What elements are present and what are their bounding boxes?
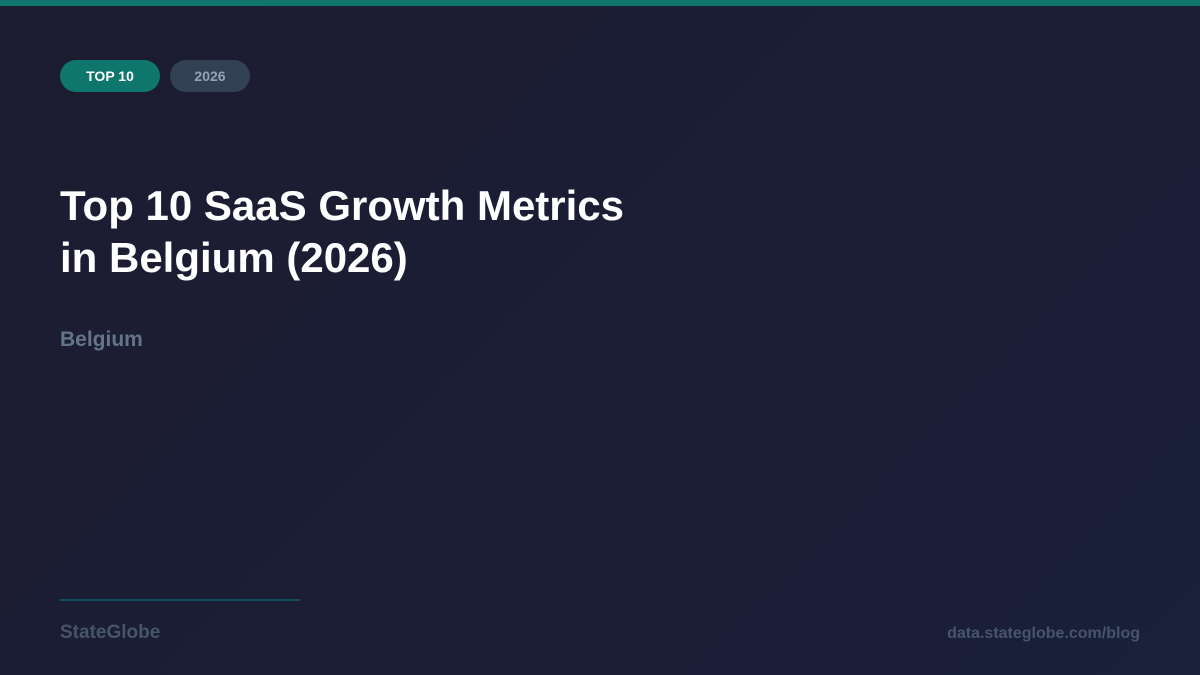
brand-name: StateGlobe — [60, 622, 161, 643]
accent-bar — [0, 0, 1200, 6]
title-line-1: Top 10 SaaS Growth Metrics — [60, 182, 625, 229]
top10-badge: TOP 10 — [60, 60, 160, 92]
page-title: Top 10 SaaS Growth Metrics in Belgium (2… — [60, 180, 760, 284]
site-url: data.stateglobe.com/blog — [947, 625, 1140, 642]
title-line-2: in Belgium (2026) — [60, 234, 408, 281]
divider — [60, 599, 300, 601]
year-badge: 2026 — [170, 60, 250, 92]
badges: TOP 10 2026 — [60, 60, 250, 92]
subtitle: Belgium — [60, 328, 143, 351]
